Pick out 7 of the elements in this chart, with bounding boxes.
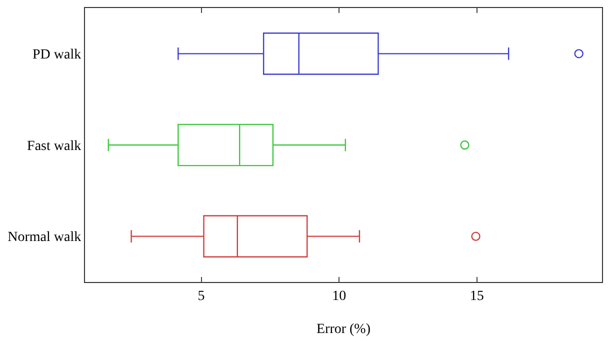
- y-tick-label: Normal walk: [8, 230, 82, 246]
- x-tick-label: 5: [198, 288, 205, 304]
- x-tick-label: 10: [332, 288, 346, 304]
- x-axis-title: Error (%): [316, 322, 371, 337]
- y-tick-label: PD walk: [32, 48, 82, 63]
- x-tick-label: 15: [470, 288, 484, 304]
- y-tick-label: Fast walk: [27, 138, 82, 154]
